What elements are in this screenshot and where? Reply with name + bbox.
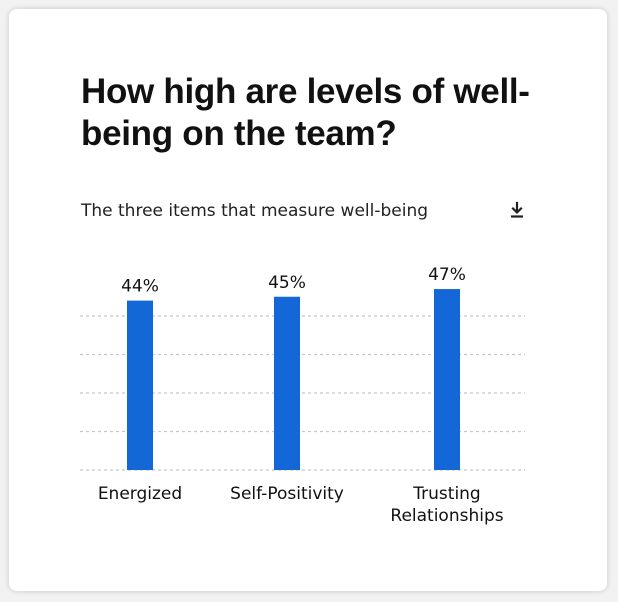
value-label: 45% bbox=[268, 273, 306, 293]
bar-trusting-relationships[interactable] bbox=[434, 289, 460, 470]
chart-subtitle: The three items that measure well-being bbox=[81, 201, 429, 221]
value-label: 44% bbox=[121, 277, 159, 297]
download-icon[interactable] bbox=[509, 201, 525, 219]
bar-energized[interactable] bbox=[127, 300, 153, 470]
category-label: Self-Positivity bbox=[230, 484, 344, 504]
chart-card: How high are levels of well-being on the… bbox=[9, 9, 607, 591]
bar-chart: 44% Energized 45% Self-Positivity 47% Trustin… bbox=[80, 265, 525, 526]
category-label: Relationships bbox=[390, 506, 503, 526]
category-label: Energized bbox=[98, 484, 182, 504]
category-label: Trusting bbox=[412, 484, 480, 504]
value-label: 47% bbox=[428, 265, 466, 285]
bar-self-positivity[interactable] bbox=[274, 296, 300, 470]
chart-title: How high are levels of well-being on the… bbox=[81, 72, 530, 153]
